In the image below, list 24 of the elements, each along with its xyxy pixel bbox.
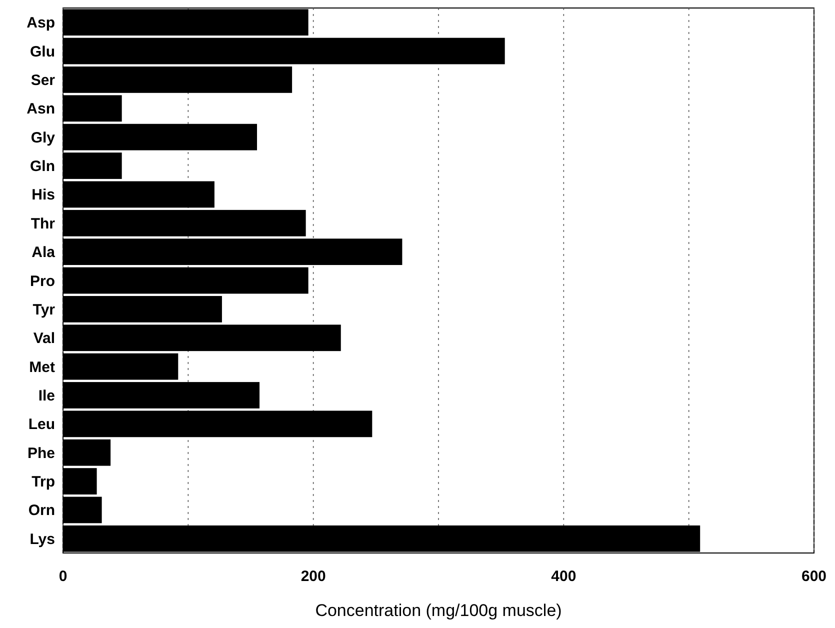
y-tick-label: Ile xyxy=(38,387,55,404)
y-tick-label: Phe xyxy=(27,444,55,462)
y-tick-label: His xyxy=(32,186,55,204)
y-tick-label: Tyr xyxy=(32,301,56,318)
y-tick-label: Gln xyxy=(30,158,55,176)
x-axis-title: Concentration (mg/100g muscle) xyxy=(315,601,562,620)
y-tick-label: Ser xyxy=(30,72,56,89)
y-tick-label: Glu xyxy=(30,43,55,60)
x-tick-label: 200 xyxy=(300,568,326,585)
y-tick-label: Orn xyxy=(28,502,55,520)
y-tick-label: Asp xyxy=(26,14,55,32)
y-tick-label: Pro xyxy=(30,272,55,290)
x-tick-label: 600 xyxy=(801,568,827,585)
y-tick-label: Gly xyxy=(30,129,56,146)
x-tick-label: 0 xyxy=(58,568,68,585)
y-tick-label: Asn xyxy=(26,100,55,118)
y-tick-label: Ala xyxy=(32,244,56,262)
y-tick-label: Trp xyxy=(32,474,55,491)
y-tick-label: Thr xyxy=(30,215,56,232)
y-tick-label: Leu xyxy=(28,416,55,434)
y-tick-label: Lys xyxy=(30,530,55,548)
x-tick-label: 400 xyxy=(551,568,576,585)
y-tick-label: Val xyxy=(33,330,55,348)
y-tick-label: Met xyxy=(29,358,55,376)
